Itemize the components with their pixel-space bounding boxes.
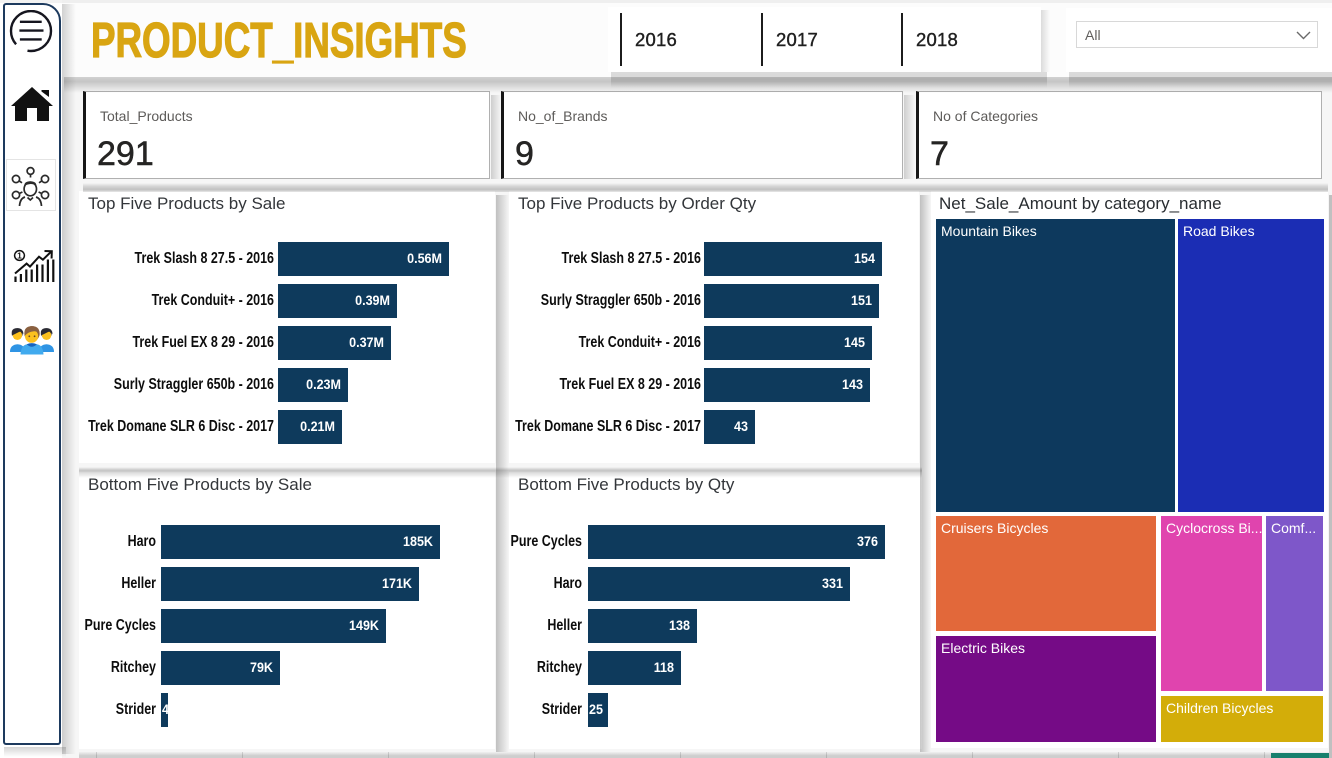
svg-text:1: 1: [17, 251, 22, 261]
